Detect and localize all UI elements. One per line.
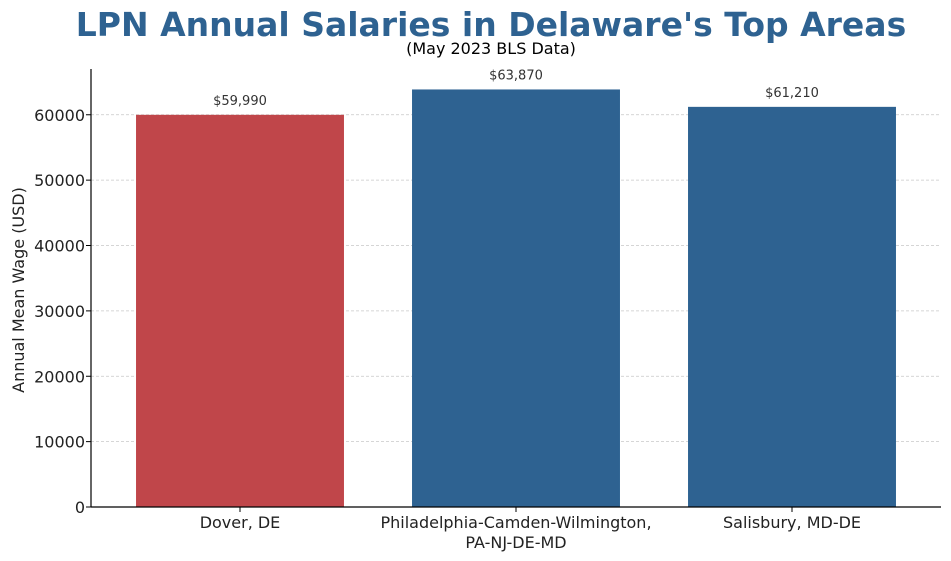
y-tick-label: 30000 bbox=[34, 302, 85, 321]
chart-subtitle: (May 2023 BLS Data) bbox=[406, 39, 576, 58]
x-tick-label: Dover, DE bbox=[200, 513, 281, 532]
bar-data-label: $63,870 bbox=[489, 68, 543, 83]
bar-data-label: $61,210 bbox=[765, 86, 819, 101]
bar bbox=[136, 114, 344, 507]
axes: 0 10000 20000 30000 40000 50000 60000 Dover, DE… bbox=[34, 69, 941, 552]
chart-title: LPN Annual Salaries in Delaware's Top Ar… bbox=[76, 5, 906, 44]
data-labels: $59,990 $63,870 $61,210 bbox=[213, 68, 819, 108]
bars bbox=[136, 89, 896, 507]
y-tick-label: 50000 bbox=[34, 171, 85, 190]
x-tick-label: Philadelphia-Camden-Wilmington, bbox=[380, 513, 651, 532]
x-tick-label: PA-NJ-DE-MD bbox=[465, 533, 566, 552]
y-tick-label: 20000 bbox=[34, 367, 85, 386]
x-tick-label: Salisbury, MD-DE bbox=[723, 513, 861, 532]
y-tick-label: 60000 bbox=[34, 106, 85, 125]
bar-data-label: $59,990 bbox=[213, 94, 267, 109]
y-axis-label: Annual Mean Wage (USD) bbox=[9, 187, 28, 393]
y-tick-label: 10000 bbox=[34, 433, 85, 452]
bar bbox=[688, 106, 896, 507]
y-tick-label: 0 bbox=[75, 498, 85, 517]
bar bbox=[412, 89, 620, 507]
y-tick-label: 40000 bbox=[34, 237, 85, 256]
